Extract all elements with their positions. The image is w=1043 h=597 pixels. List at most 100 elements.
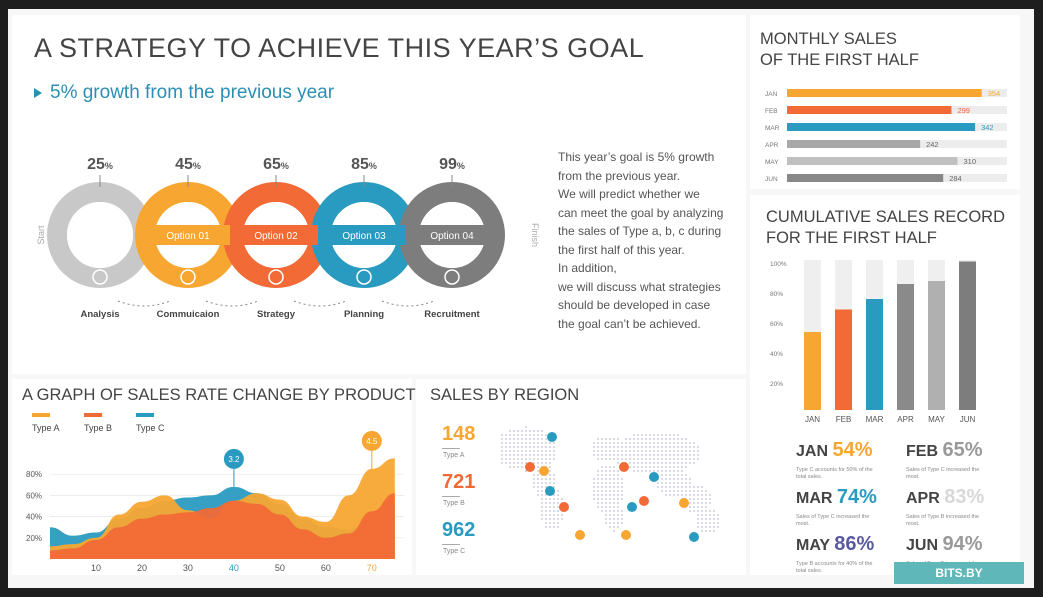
map-dot <box>613 486 615 488</box>
step-connector <box>205 300 259 307</box>
map-dot <box>613 454 615 456</box>
map-dot <box>537 462 539 464</box>
map-dot <box>601 450 603 452</box>
map-dot <box>601 474 603 476</box>
area-ytick: 80% <box>26 470 42 479</box>
map-dot <box>521 454 523 456</box>
map-dot <box>605 442 607 444</box>
map-dot <box>601 446 603 448</box>
map-dot <box>697 518 699 520</box>
map-dot <box>653 462 655 464</box>
map-dot <box>617 506 619 508</box>
map-dot <box>653 454 655 456</box>
step-percent: 25% <box>87 156 113 173</box>
map-dot <box>525 430 527 432</box>
map-dot <box>601 442 603 444</box>
map-dot <box>689 502 691 504</box>
map-dot <box>601 506 603 508</box>
map-dot <box>597 486 599 488</box>
map-dot <box>685 462 687 464</box>
map-dot <box>553 482 555 484</box>
map-dot <box>657 442 659 444</box>
map-dot <box>537 486 539 488</box>
step-connector <box>293 300 347 307</box>
map-dot <box>677 478 679 480</box>
map-dot <box>633 442 635 444</box>
map-dot <box>545 518 547 520</box>
map-dot <box>617 438 619 440</box>
map-dot <box>641 446 643 448</box>
map-dot <box>597 494 599 496</box>
area-xtick: 70 <box>367 563 377 573</box>
map-dot <box>561 514 563 516</box>
map-dot <box>545 502 547 504</box>
lightbulb-icon <box>444 269 460 285</box>
hbar-category: MAR <box>765 125 780 132</box>
region-divider <box>442 448 460 449</box>
map-dot <box>641 470 643 472</box>
stat-heading: FEB 65% <box>906 439 982 462</box>
map-dot <box>609 522 611 524</box>
map-dot <box>625 458 627 460</box>
map-dot <box>685 438 687 440</box>
map-dot <box>525 458 527 460</box>
map-dot <box>689 462 691 464</box>
map-dot <box>629 462 631 464</box>
map-dot <box>517 458 519 460</box>
map-dot <box>537 454 539 456</box>
map-dot <box>545 522 547 524</box>
map-dot <box>605 514 607 516</box>
map-dot <box>697 506 699 508</box>
step-option-band <box>410 225 494 245</box>
map-dot <box>597 458 599 460</box>
map-dot <box>681 486 683 488</box>
map-dot <box>553 502 555 504</box>
paragraph-line: the sales of Type a, b, c during <box>558 224 722 238</box>
map-dot <box>613 470 615 472</box>
map-dot <box>605 474 607 476</box>
map-dot <box>653 434 655 436</box>
map-dot <box>645 458 647 460</box>
map-dot <box>517 438 519 440</box>
hbar-bar <box>787 106 952 114</box>
map-dot <box>633 446 635 448</box>
stat-description: Type B accounts for 40% of the total sal… <box>796 561 873 574</box>
stat-value: 94% <box>942 533 983 555</box>
hbar-value: 299 <box>957 106 970 115</box>
map-dot <box>673 458 675 460</box>
map-dot <box>605 438 607 440</box>
map-dot <box>557 502 559 504</box>
map-dot <box>537 490 539 492</box>
map-dot <box>549 458 551 460</box>
step-percent: 65% <box>263 156 289 173</box>
map-dot <box>697 486 699 488</box>
map-dot <box>633 450 635 452</box>
map-dot <box>549 462 551 464</box>
hbar-category: JAN <box>765 91 778 98</box>
map-dot <box>617 490 619 492</box>
map-dot <box>557 510 559 512</box>
map-dot <box>705 498 707 500</box>
map-dot <box>677 446 679 448</box>
vbar-category: MAR <box>866 415 884 424</box>
map-dot <box>521 442 523 444</box>
map-dot <box>697 454 699 456</box>
step-percent: 99% <box>439 156 465 173</box>
map-dot <box>605 454 607 456</box>
map-dot <box>617 446 619 448</box>
map-dot <box>625 442 627 444</box>
map-dot <box>545 510 547 512</box>
hbar-bar <box>787 157 958 165</box>
map-dot <box>665 450 667 452</box>
map-dot <box>637 458 639 460</box>
map-dot <box>553 526 555 528</box>
map-dot <box>705 494 707 496</box>
paragraph-line: the first half of this year. <box>558 242 685 257</box>
map-dot <box>593 486 595 488</box>
map-dot <box>557 518 559 520</box>
map-dot <box>649 470 651 472</box>
area-ytick: 20% <box>26 534 42 543</box>
map-dot <box>537 442 539 444</box>
map-dot <box>701 490 703 492</box>
map-dot <box>645 454 647 456</box>
